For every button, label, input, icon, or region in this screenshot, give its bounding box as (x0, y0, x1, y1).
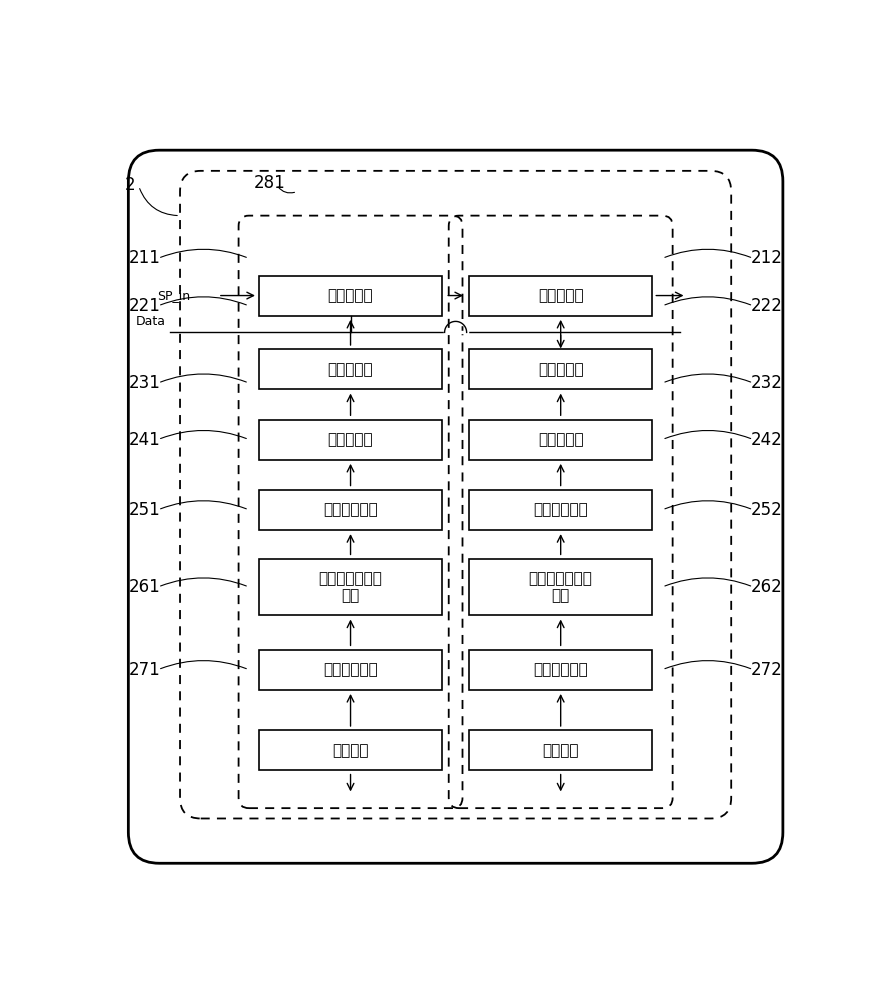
Text: 221: 221 (128, 297, 160, 315)
Bar (469, 420, 652, 460)
FancyArrowPatch shape (161, 374, 246, 382)
Bar (260, 650, 442, 690)
Text: 211: 211 (128, 249, 160, 267)
FancyArrowPatch shape (140, 189, 177, 216)
FancyArrowPatch shape (665, 297, 750, 305)
Bar (469, 650, 652, 690)
Text: 数字至模拟转换
电路: 数字至模拟转换 电路 (529, 571, 593, 603)
Bar (260, 559, 442, 615)
FancyArrowPatch shape (161, 661, 246, 669)
FancyArrowPatch shape (665, 374, 750, 382)
Bar (260, 730, 442, 770)
Text: 251: 251 (128, 501, 160, 519)
Text: Data: Data (136, 315, 166, 328)
Text: 数字至模拟转换
电路: 数字至模拟转换 电路 (318, 571, 382, 603)
Bar (469, 490, 652, 530)
Text: 输出电路: 输出电路 (332, 743, 369, 758)
Text: 输出缓冲电路: 输出缓冲电路 (324, 662, 378, 677)
Bar (260, 276, 442, 316)
FancyArrowPatch shape (665, 578, 750, 586)
FancyArrowPatch shape (161, 249, 246, 257)
FancyArrowPatch shape (665, 661, 750, 669)
Text: 231: 231 (128, 374, 160, 392)
Text: 261: 261 (128, 578, 160, 596)
Bar (260, 420, 442, 460)
Bar (260, 490, 442, 530)
Text: 281: 281 (253, 174, 285, 192)
Text: 移位寄存器: 移位寄存器 (328, 288, 373, 303)
Text: 212: 212 (751, 249, 783, 267)
Text: 主控锁电路: 主控锁电路 (538, 362, 583, 377)
FancyArrowPatch shape (161, 578, 246, 586)
Bar (260, 349, 442, 389)
Text: SP_in: SP_in (157, 289, 190, 302)
Bar (469, 730, 652, 770)
Text: 262: 262 (751, 578, 783, 596)
Text: 电位转换电路: 电位转换电路 (533, 502, 588, 517)
Text: 252: 252 (751, 501, 783, 519)
FancyArrowPatch shape (278, 187, 294, 193)
Text: 271: 271 (128, 661, 160, 679)
Bar (469, 276, 652, 316)
Text: 222: 222 (751, 297, 783, 315)
Text: 移位寄存器: 移位寄存器 (538, 288, 583, 303)
Text: 2: 2 (125, 176, 136, 194)
Text: 主控锁电路: 主控锁电路 (328, 362, 373, 377)
Text: 次控锁电路: 次控锁电路 (328, 432, 373, 447)
Text: 输出电路: 输出电路 (542, 743, 579, 758)
Text: 241: 241 (128, 431, 160, 449)
Text: 232: 232 (751, 374, 783, 392)
Text: 电位转换电路: 电位转换电路 (324, 502, 378, 517)
FancyArrowPatch shape (665, 430, 750, 439)
FancyBboxPatch shape (128, 150, 783, 863)
Text: 272: 272 (751, 661, 783, 679)
Text: 次控锁电路: 次控锁电路 (538, 432, 583, 447)
Bar (469, 559, 652, 615)
FancyArrowPatch shape (665, 249, 750, 257)
FancyArrowPatch shape (161, 430, 246, 439)
FancyArrowPatch shape (161, 501, 246, 509)
FancyArrowPatch shape (161, 297, 246, 305)
Bar (469, 349, 652, 389)
Text: 242: 242 (751, 431, 783, 449)
FancyArrowPatch shape (665, 501, 750, 509)
Text: 输出缓冲电路: 输出缓冲电路 (533, 662, 588, 677)
